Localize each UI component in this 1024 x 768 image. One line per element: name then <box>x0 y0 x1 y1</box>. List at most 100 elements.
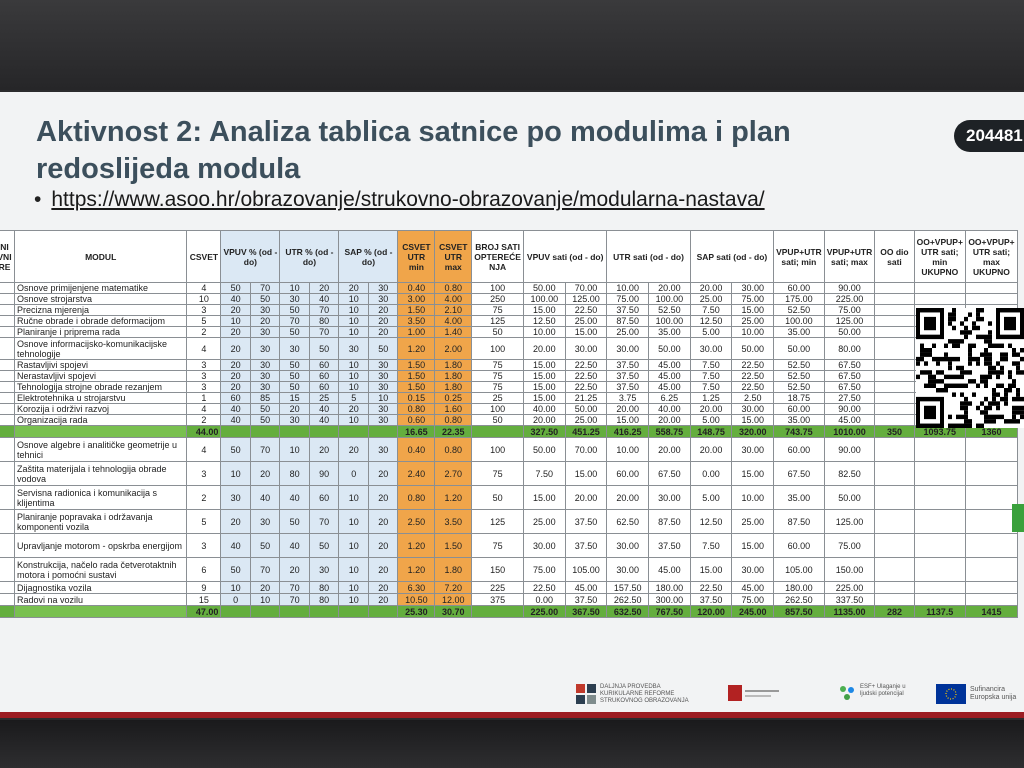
empty-cell <box>874 509 915 534</box>
table-cell: 22.50 <box>731 370 775 382</box>
bullet-icon: • <box>34 188 42 211</box>
sum-empty-cell <box>249 425 281 438</box>
asoo-link[interactable]: https://www.asoo.hr/obrazovanje/strukovn… <box>51 188 765 211</box>
sum-empty-cell <box>367 605 399 618</box>
sum-utr-s-min-cell: 632.50 <box>606 605 650 618</box>
table-cell: 60 <box>308 359 340 371</box>
table-cell: 35.00 <box>773 485 825 510</box>
table-cell: 70.00 <box>564 282 608 294</box>
sum-empty-cell <box>338 425 369 438</box>
table-cell: 3 <box>186 381 222 393</box>
table-cell: 30 <box>367 359 399 371</box>
table-cell: 1.50 <box>397 304 436 316</box>
table-cell: 70 <box>308 326 340 338</box>
table-cell: 20 <box>308 437 340 462</box>
table-header-row: NI VNI RE MODUL CSVET VPUV % (od - do) U… <box>0 230 1019 283</box>
table-cell: 7.50 <box>522 461 566 486</box>
table-cell: 20 <box>367 557 399 582</box>
header-modul: MODUL <box>13 230 188 283</box>
table-cell: 90.00 <box>823 282 876 294</box>
table-cell: 40 <box>308 293 340 305</box>
table-cell: 20 <box>249 315 281 327</box>
table-cell: 35.00 <box>773 414 825 426</box>
table-cell: 10.00 <box>606 282 650 294</box>
table-cell: 62.50 <box>606 509 650 534</box>
table-cell: 50 <box>220 557 251 582</box>
table-cell: 1.40 <box>434 326 473 338</box>
empty-cell <box>874 359 915 371</box>
row-blank-cell <box>0 509 15 534</box>
header-csvet-utr-min: CSVET UTR min <box>397 230 436 283</box>
table-cell: 6.25 <box>648 392 691 404</box>
table-cell: 27.50 <box>823 392 876 404</box>
row-blank-cell <box>0 533 15 558</box>
table-cell: 7.50 <box>689 359 733 371</box>
empty-cell <box>964 509 1019 534</box>
row-blank-cell <box>0 414 15 426</box>
row-blank-cell <box>0 326 15 338</box>
slide-title: Aktivnost 2: Analiza tablica satnice po … <box>36 116 791 185</box>
table-cell: 67.50 <box>823 370 876 382</box>
table-cell: 15.00 <box>606 414 650 426</box>
table-cell: 67.50 <box>773 461 825 486</box>
table-cell: 15.00 <box>522 370 566 382</box>
table-cell: 10 <box>338 581 369 594</box>
table-cell: 80 <box>279 461 310 486</box>
sum-vpuv-max-cell: 367.50 <box>564 605 608 618</box>
table-cell: 0 <box>338 461 369 486</box>
table-cell: 25.00 <box>689 293 733 305</box>
table-cell: 175.00 <box>773 293 825 305</box>
table-cell: 262.50 <box>606 593 650 606</box>
table-cell: 75 <box>471 381 524 393</box>
empty-cell <box>874 326 915 338</box>
table-cell: 1.80 <box>434 381 473 393</box>
table-cell: 37.50 <box>564 533 608 558</box>
table-cell: 75.00 <box>823 533 876 558</box>
module-name-cell: Korozija i održivi razvoj <box>13 403 188 415</box>
table-cell: 30 <box>367 293 399 305</box>
empty-cell <box>874 461 915 486</box>
table-cell: 37.50 <box>564 509 608 534</box>
table-cell: 30 <box>249 304 281 316</box>
table-cell: 20 <box>367 509 399 534</box>
session-code-badge: 204481 <box>954 120 1024 152</box>
header-sum-max: VPUP+UTR sati; max <box>823 230 876 283</box>
row-blank-cell <box>0 392 15 404</box>
empty-cell <box>874 403 915 415</box>
link-bullet: • https://www.asoo.hr/obrazovanje/strukov… <box>34 188 765 212</box>
sum-sap-min-cell: 120.00 <box>689 605 733 618</box>
table-cell: 125.00 <box>823 315 876 327</box>
sum-empty-cell <box>13 605 188 618</box>
row-blank-cell <box>0 437 15 462</box>
table-cell: 67.50 <box>823 381 876 393</box>
empty-cell <box>913 593 966 606</box>
table-row: Rastavljivi spojevi 3 20 30 50 60 10 30 1.50 1.80… <box>0 359 1019 371</box>
table-cell: 15.00 <box>564 326 608 338</box>
table-cell: 10 <box>279 282 310 294</box>
empty-cell <box>874 593 915 606</box>
table-cell: 50 <box>249 533 281 558</box>
module-name-cell: Ručne obrade i obrade deformacijom <box>13 315 188 327</box>
table-cell: 15.00 <box>522 392 566 404</box>
table-cell: 52.50 <box>773 370 825 382</box>
table-cell: 20 <box>279 403 310 415</box>
table-cell: 10 <box>279 437 310 462</box>
table-row: Radovi na vozilu 15 0 10 70 80 10 20 10.50 12.00 3… <box>0 593 1019 606</box>
header-sap-pct: SAP % (od - do) <box>338 230 399 283</box>
table-cell: 20 <box>249 461 281 486</box>
table-cell: 60 <box>308 370 340 382</box>
table-cell: 50 <box>279 304 310 316</box>
sum-csvet-cell: 47.00 <box>186 605 222 618</box>
table-cell: 50 <box>249 414 281 426</box>
sum-empty-cell <box>0 605 15 618</box>
table-cell: 30.00 <box>731 282 775 294</box>
sum-oo-cell: 282 <box>874 605 915 618</box>
table-cell: 125.00 <box>564 293 608 305</box>
table-cell: 22.50 <box>564 304 608 316</box>
table-cell: 3.00 <box>397 293 436 305</box>
empty-cell <box>964 437 1019 462</box>
table-cell: 2 <box>186 414 222 426</box>
table-cell: 10 <box>220 315 251 327</box>
table-cell: 15.00 <box>689 557 733 582</box>
table-cell: 50 <box>249 293 281 305</box>
